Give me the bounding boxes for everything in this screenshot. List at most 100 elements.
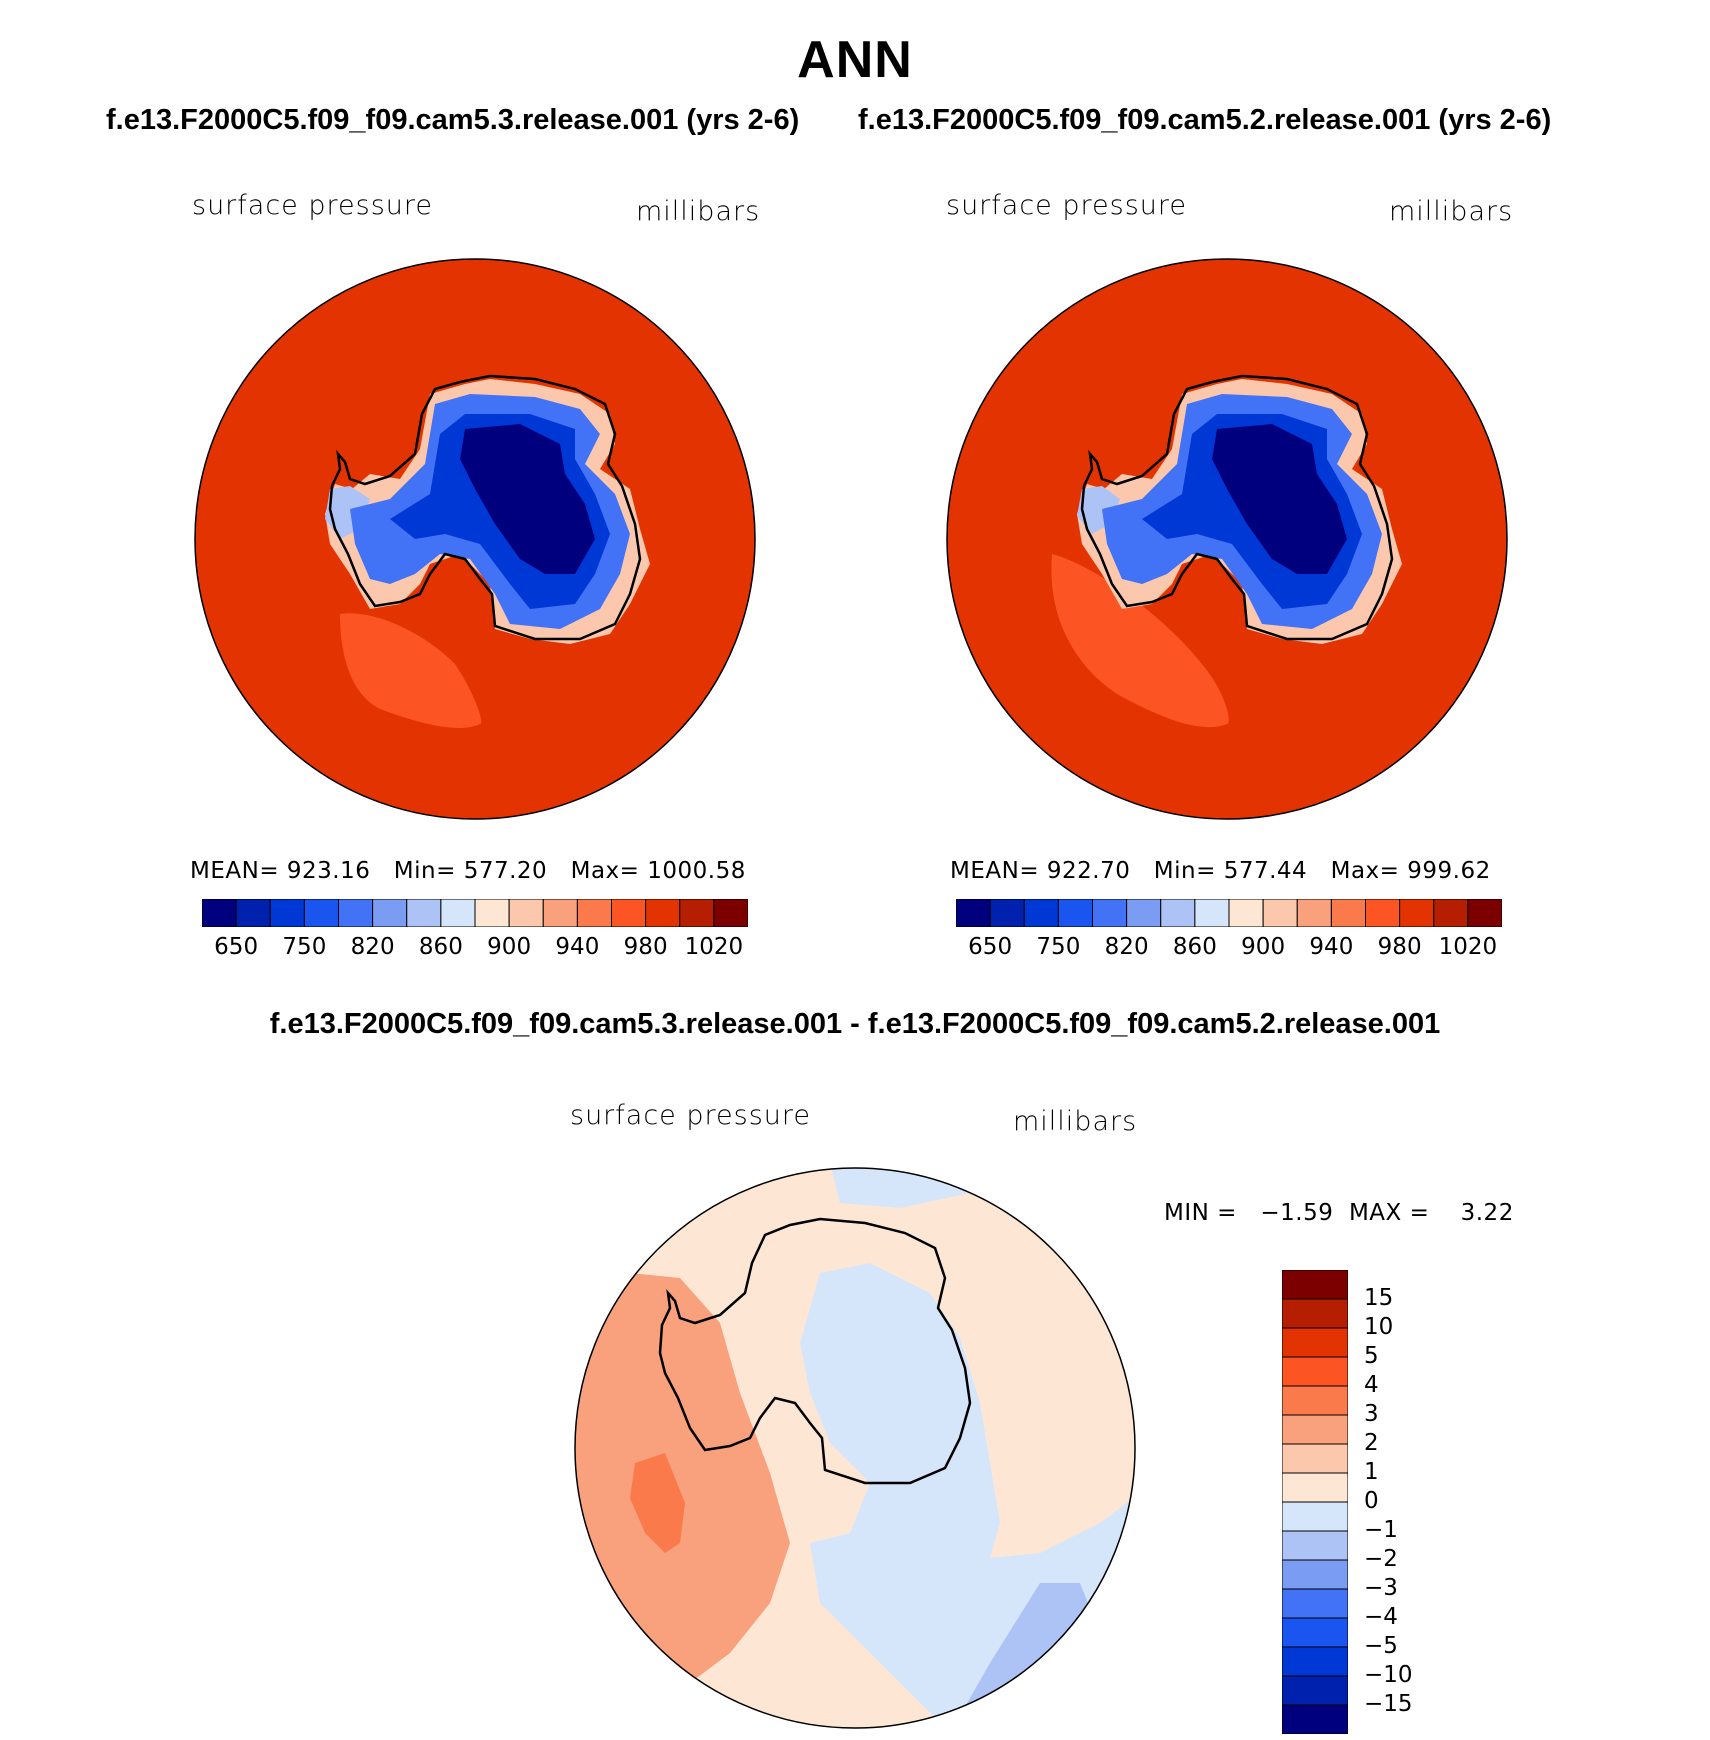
- panel1-colorbar-swatch: [713, 899, 748, 927]
- difference-colorbar-tick-label: 10: [1364, 1314, 1394, 1340]
- panel2-colorbar-swatch: [989, 899, 1025, 927]
- panel1-colorbar-tick-label: 940: [555, 934, 600, 960]
- panel2-colorbar-swatch: [1296, 899, 1332, 927]
- panel2-colorbar-labels: 650 750 820 860 900 940 980 1020: [956, 934, 1502, 964]
- difference-colorbar-swatch: [1282, 1530, 1348, 1561]
- difference-colorbar-swatch: [1282, 1559, 1348, 1590]
- panel1-variable-label: surface pressure: [192, 190, 433, 221]
- difference-colorbar-swatch: [1282, 1617, 1348, 1648]
- panel1-colorbar-swatch: [406, 899, 442, 927]
- panel2-colorbar-tick-label: 820: [1104, 934, 1149, 960]
- panel1-colorbar-swatch: [202, 899, 237, 927]
- difference-map: [574, 1167, 1136, 1729]
- panel1-low-pressure-area: [340, 613, 482, 729]
- left-case-title: f.e13.F2000C5.f09_f09.cam5.3.release.001…: [106, 104, 800, 136]
- panel2-colorbar-swatch: [1365, 899, 1401, 927]
- difference-colorbar-swatch: [1282, 1472, 1348, 1503]
- panel1-colorbar-tick-label: 900: [487, 934, 532, 960]
- difference-colorbar-swatch: [1282, 1646, 1348, 1677]
- panel2-ice-sheet-core: [1212, 424, 1347, 574]
- difference-colorbar-swatch: [1282, 1501, 1348, 1532]
- difference-colorbar-tick-label: −2: [1364, 1546, 1398, 1572]
- difference-title: f.e13.F2000C5.f09_f09.cam5.3.release.001…: [269, 1008, 1441, 1040]
- panel1-colorbar-swatch: [303, 899, 339, 927]
- diff-units-label: millibars: [1013, 1106, 1138, 1137]
- panel2-colorbar-tick-label: 940: [1309, 934, 1354, 960]
- panel2-colorbar-swatch: [1057, 899, 1093, 927]
- panel2-stats: MEAN= 922.70 Min= 577.44 Max= 999.62: [950, 858, 1491, 884]
- difference-colorbar: [1282, 1270, 1348, 1734]
- panel2-map-border: [946, 258, 1508, 820]
- difference-colorbar-tick-label: 5: [1364, 1343, 1379, 1369]
- panel1-colorbar-swatch: [645, 899, 681, 927]
- panel2-colorbar-tick-label: 860: [1172, 934, 1217, 960]
- diff-positive-area-west: [575, 1273, 790, 1683]
- panel2-map: [946, 258, 1508, 820]
- panel1-colorbar-tick-label: 980: [623, 934, 668, 960]
- difference-colorbar-tick-label: −5: [1364, 1633, 1398, 1659]
- diff-positive-peak: [630, 1453, 685, 1553]
- panel2-colorbar-swatch: [1399, 899, 1435, 927]
- difference-colorbar-tick-label: −3: [1364, 1575, 1398, 1601]
- panel1-map: [194, 258, 756, 820]
- difference-map-border: [574, 1167, 1136, 1729]
- panel2-colorbar: [956, 899, 1502, 927]
- panel2-units-label: millibars: [1389, 196, 1514, 227]
- panel2-colorbar-swatch: [1194, 899, 1230, 927]
- difference-colorbar-swatch: [1282, 1385, 1348, 1416]
- panel2-colorbar-swatch: [1228, 899, 1264, 927]
- panel2-coastline: [1080, 374, 1394, 641]
- panel1-ice-sheet-core: [460, 424, 595, 574]
- panel2-colorbar-tick-label: 980: [1377, 934, 1422, 960]
- panel2-low-pressure-area: [1051, 554, 1229, 728]
- panel1-colorbar-swatch: [440, 899, 476, 927]
- difference-colorbar-tick-label: −15: [1364, 1691, 1413, 1717]
- difference-coastline: [658, 1217, 972, 1485]
- difference-colorbar-tick-label: 4: [1364, 1372, 1379, 1398]
- difference-colorbar-tick-label: −10: [1364, 1662, 1413, 1688]
- panel2-colorbar-tick-label: 650: [968, 934, 1013, 960]
- panel2-colorbar-swatch: [956, 899, 991, 927]
- difference-colorbar-labels: 15 10 5 4 3 2 1 0 −1 −2 −3 −4 −5 −10 −15: [1356, 1270, 1476, 1734]
- difference-colorbar-tick-label: 15: [1364, 1285, 1394, 1311]
- difference-colorbar-tick-label: 0: [1364, 1488, 1379, 1514]
- diff-min-max-label: MIN = −1.59 MAX = 3.22: [1164, 1200, 1514, 1226]
- panel1-colorbar-swatch: [372, 899, 408, 927]
- difference-colorbar-swatch: [1282, 1298, 1348, 1329]
- difference-colorbar-swatch: [1282, 1675, 1348, 1706]
- panel2-colorbar-swatch: [1092, 899, 1128, 927]
- panel1-colorbar-swatch: [679, 899, 715, 927]
- difference-colorbar-swatch: [1282, 1356, 1348, 1387]
- difference-colorbar-tick-label: −1: [1364, 1517, 1398, 1543]
- panel1-colorbar-labels: 650 750 820 860 900 940 980 1020: [202, 934, 748, 964]
- panel1-map-border: [194, 258, 756, 820]
- panel1-colorbar-tick-label: 650: [214, 934, 259, 960]
- panel1-stats: MEAN= 923.16 Min= 577.20 Max= 1000.58: [190, 858, 746, 884]
- panel2-colorbar-swatch: [1262, 899, 1298, 927]
- panel1-colorbar-swatch: [235, 899, 271, 927]
- difference-colorbar-tick-label: 2: [1364, 1430, 1379, 1456]
- panel1-colorbar-swatch: [611, 899, 647, 927]
- panel2-colorbar-swatch: [1467, 899, 1502, 927]
- panel1-colorbar: [202, 899, 748, 927]
- difference-colorbar-swatch: [1282, 1270, 1348, 1300]
- right-case-title: f.e13.F2000C5.f09_f09.cam5.2.release.001…: [858, 104, 1552, 136]
- panel2-colorbar-swatch: [1433, 899, 1469, 927]
- panel2-variable-label: surface pressure: [946, 190, 1187, 221]
- panel2-colorbar-swatch: [1330, 899, 1366, 927]
- difference-colorbar-swatch: [1282, 1414, 1348, 1445]
- difference-colorbar-tick-label: 3: [1364, 1401, 1379, 1427]
- panel1-colorbar-tick-label: 820: [350, 934, 395, 960]
- diff-variable-label: surface pressure: [570, 1100, 811, 1131]
- main-title: ANN: [797, 31, 913, 89]
- panel1-colorbar-tick-label: 860: [418, 934, 463, 960]
- difference-colorbar-swatch: [1282, 1588, 1348, 1619]
- panel1-colorbar-swatch: [576, 899, 612, 927]
- panel1-colorbar-swatch: [542, 899, 578, 927]
- panel2-colorbar-swatch: [1023, 899, 1059, 927]
- difference-colorbar-tick-label: −4: [1364, 1604, 1398, 1630]
- panel1-units-label: millibars: [636, 196, 761, 227]
- difference-colorbar-swatch: [1282, 1443, 1348, 1474]
- panel2-colorbar-swatch: [1160, 899, 1196, 927]
- panel1-colorbar-swatch: [269, 899, 305, 927]
